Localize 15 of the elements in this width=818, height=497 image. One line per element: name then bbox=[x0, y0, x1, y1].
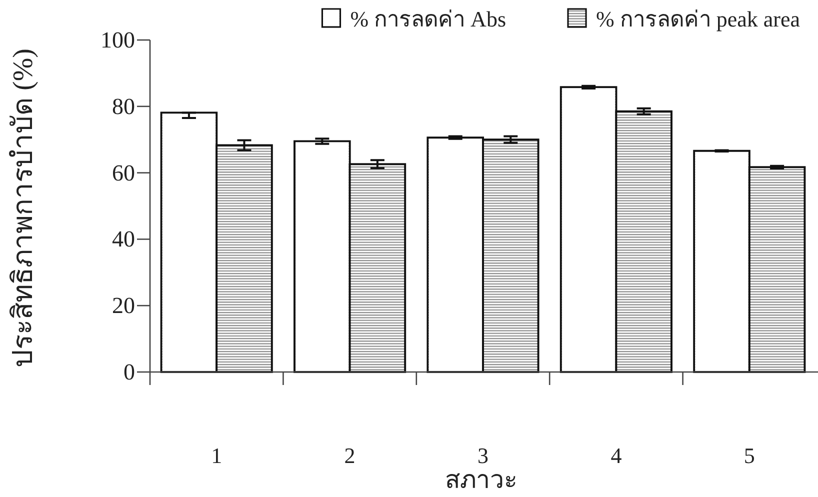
y-tick-label: 40 bbox=[112, 226, 135, 252]
legend-label: % การลดค่า peak area bbox=[596, 6, 800, 32]
legend-label: % การลดค่า Abs bbox=[350, 6, 506, 32]
x-tick-label: 3 bbox=[478, 443, 488, 468]
y-tick-label: 100 bbox=[100, 28, 135, 52]
x-tick-label: 4 bbox=[610, 443, 622, 468]
y-tick-label: 80 bbox=[112, 94, 135, 119]
x-tick-label: 2 bbox=[344, 443, 356, 468]
y-tick-label: 60 bbox=[112, 160, 135, 186]
x-axis-title: สภาวะ bbox=[445, 467, 517, 494]
x-tick-label: 5 bbox=[744, 443, 755, 468]
x-tick-label: 1 bbox=[211, 443, 222, 468]
y-tick-label: 20 bbox=[112, 293, 135, 318]
y-axis-title: ประสิทธิภาพการบำบัด (%) bbox=[8, 48, 39, 368]
y-tick-label: 0 bbox=[124, 360, 135, 384]
